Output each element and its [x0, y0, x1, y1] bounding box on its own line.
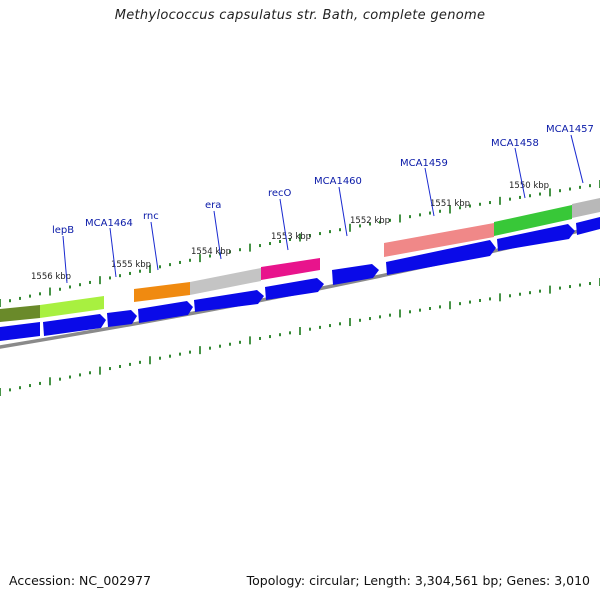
gene-arrow: [265, 278, 324, 300]
feature-band-magenta: [261, 258, 320, 280]
topology-summary: Topology: circular; Length: 3,304,561 bp…: [246, 573, 590, 588]
kbp-label-group: 1556 kbp 1555 kbp 1554 kbp 1553 kbp 1552…: [31, 181, 549, 282]
leader-line: [150, 221, 159, 271]
feature-band-green: [494, 205, 572, 236]
gene-arrow-row: [0, 217, 600, 341]
kbp-label: 1552 kbp: [350, 216, 390, 226]
leader-line: [213, 210, 222, 260]
kbp-label: 1555 kbp: [111, 260, 151, 270]
leader-line: [62, 235, 68, 284]
gene-label-group: [62, 134, 584, 284]
gene-arrow: [386, 240, 496, 275]
kbp-label: 1550 kbp: [509, 181, 549, 191]
genome-title: Methylococcus capsulatus str. Bath, comp…: [114, 8, 486, 23]
gene-arrow: [497, 224, 575, 251]
feature-band-lightgray: [190, 268, 261, 295]
gene-label-mca1458: MCA1458: [491, 138, 539, 149]
leader-line: [338, 186, 348, 237]
gene-arrow: [43, 314, 106, 336]
gene-label-mca1460: MCA1460: [314, 176, 362, 187]
leader-line: [424, 167, 435, 217]
accession-text: Accession: NC_002977: [9, 573, 152, 588]
inner-tick-ring: [0, 278, 600, 396]
feature-band-salmon: [384, 223, 494, 257]
gene-arrow: [576, 217, 600, 235]
gene-arrow: [107, 310, 137, 327]
leader-line: [514, 147, 526, 199]
gene-label-mca1457: MCA1457: [546, 124, 594, 135]
gene-label-lepb: lepB: [52, 225, 74, 236]
leader-line: [109, 227, 117, 278]
gene-label-rnc: rnc: [143, 211, 159, 222]
feature-band-gray-right: [572, 198, 600, 218]
leader-line: [279, 198, 289, 251]
gene-label-era: era: [205, 200, 221, 211]
kbp-label: 1551 kbp: [430, 199, 470, 209]
feature-band-orange: [134, 282, 190, 302]
gene-arrow: [138, 301, 193, 323]
feature-band-lime: [40, 296, 104, 318]
gene-label-mca1459: MCA1459: [400, 158, 448, 169]
gene-label-mca1464: MCA1464: [85, 218, 133, 229]
kbp-label: 1554 kbp: [191, 247, 231, 257]
gene-arrow: [0, 322, 40, 341]
gene-arrow: [332, 264, 379, 285]
gene-arrow: [194, 290, 264, 312]
kbp-label: 1556 kbp: [31, 272, 71, 282]
feature-band-olive: [0, 305, 40, 322]
kbp-label: 1553 kbp: [271, 232, 311, 242]
feature-band-row: [0, 198, 600, 322]
gene-label-reco: recO: [268, 188, 292, 199]
leader-line: [570, 134, 584, 184]
gene-label-text-group: lepB MCA1464 rnc era recO MCA1460 MCA145…: [52, 124, 594, 236]
